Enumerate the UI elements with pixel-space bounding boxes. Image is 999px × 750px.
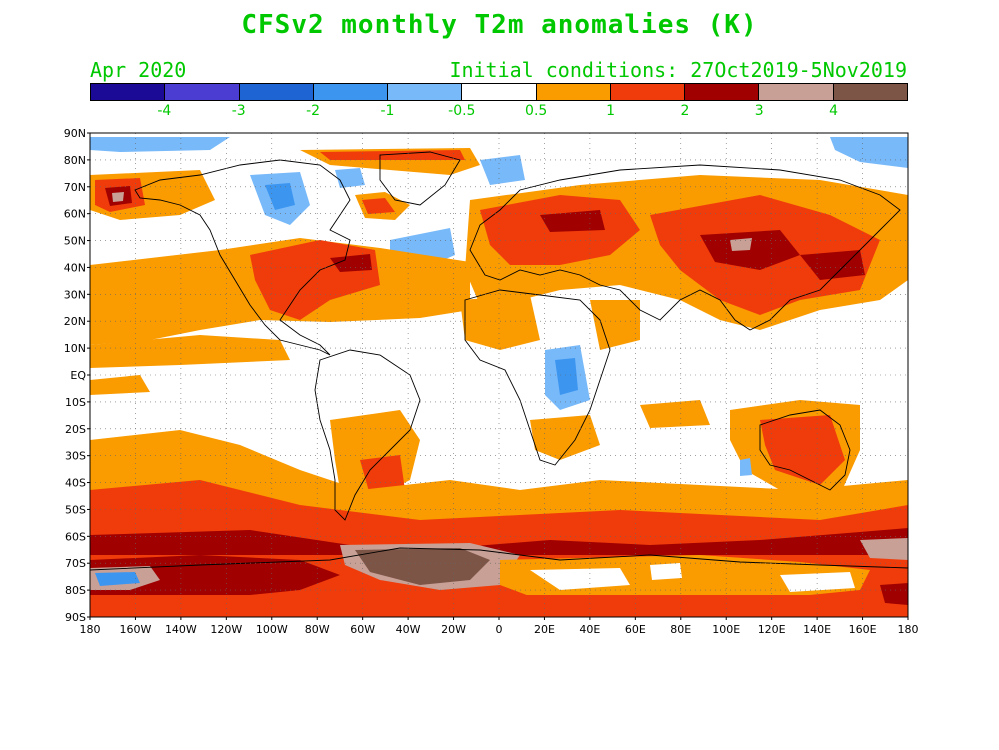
latitude-label: 40S: [65, 477, 86, 490]
colorbar-label: -0.5: [448, 103, 476, 119]
colorbar-label: 3: [754, 103, 764, 119]
coastlines: [90, 151, 908, 571]
colorbar-label: 0.5: [525, 103, 548, 119]
latitude-label: 90S: [65, 611, 86, 624]
colorbar-labels: -4 -3 -2 -1 -0.5 0.5 1 2 3 4: [0, 103, 999, 123]
chart-title: CFSv2 monthly T2m anomalies (K): [241, 10, 758, 40]
colorbar-swatch: [388, 84, 463, 100]
colorbar-label: 4: [829, 103, 839, 119]
longitude-label: 140W: [165, 623, 197, 636]
colorbar-label: -4: [157, 103, 172, 119]
longitude-label: 20W: [441, 623, 466, 636]
anomaly-map: 90N 80N 70N 60N 50N 40N 30N 20N 10N EQ 10S 20S 30S 40…: [64, 127, 919, 636]
colorbar-label: 1: [606, 103, 615, 119]
forecast-period: Apr 2020: [90, 58, 187, 82]
colorbar-swatch: [685, 84, 760, 100]
latitude-label: 50S: [65, 503, 86, 516]
latitude-label: 40N: [64, 261, 86, 274]
longitude-label: 80W: [305, 623, 330, 636]
latitude-label: 30S: [65, 450, 86, 463]
colorbar-label: 2: [680, 103, 690, 119]
longitude-label: 0: [496, 623, 503, 636]
latitude-label: 60S: [65, 530, 86, 543]
colorbar-swatch: [833, 84, 907, 100]
latitude-label: 30N: [64, 288, 86, 301]
longitude-label: 80E: [670, 623, 691, 636]
latitude-label: 90N: [64, 127, 86, 140]
longitude-label: 120W: [210, 623, 242, 636]
colorbar-swatch: [239, 84, 314, 100]
colorbar-swatch: [313, 84, 389, 100]
latitude-label: 80N: [64, 154, 86, 167]
latitude-labels: 90N 80N 70N 60N 50N 40N 30N 20N 10N EQ 10S 20S 30S 40…: [64, 127, 87, 624]
colorbar-label: -3: [231, 103, 246, 119]
longitude-label: 160E: [849, 623, 877, 636]
latitude-label: 50N: [64, 235, 86, 248]
longitude-label: 140E: [803, 623, 831, 636]
latitude-label: 20N: [64, 315, 86, 328]
colorbar-label: -1: [380, 103, 395, 119]
longitude-labels: 180 160W 140W 120W 100W 80W 60W 40W 20W 0 20E 40E 60…: [80, 623, 919, 636]
latitude-label: 10N: [64, 342, 86, 355]
longitude-label: 120E: [758, 623, 786, 636]
longitude-label: 40E: [579, 623, 600, 636]
longitude-label: 100W: [256, 623, 288, 636]
latitude-label: EQ: [70, 369, 86, 382]
colorbar: [90, 83, 908, 101]
colorbar-swatch: [165, 84, 240, 100]
latitude-label: 20S: [65, 423, 86, 436]
latitude-label: 80S: [65, 584, 86, 597]
colorbar-swatch: [91, 84, 166, 100]
longitude-label: 180: [80, 623, 101, 636]
colorbar-swatch: [536, 84, 611, 100]
map-panel: 90N 80N 70N 60N 50N 40N 30N 20N 10N EQ 10S 20S 30S 40…: [0, 120, 999, 644]
longitude-label: 160W: [120, 623, 152, 636]
colorbar-swatch: [610, 84, 686, 100]
initial-conditions: Initial conditions: 27Oct2019-5Nov2019: [449, 58, 907, 82]
axis-ticks: [87, 132, 909, 620]
latitude-label: 10S: [65, 396, 86, 409]
colorbar-label: -2: [306, 103, 321, 119]
longitude-label: 20E: [534, 623, 555, 636]
longitude-label: 40W: [396, 623, 421, 636]
colorbar-swatch: [759, 84, 834, 100]
longitude-label: 60W: [350, 623, 375, 636]
latitude-label: 70S: [65, 557, 86, 570]
longitude-label: 100E: [712, 623, 740, 636]
longitude-label: 180: [898, 623, 919, 636]
longitude-label: 60E: [625, 623, 646, 636]
latitude-label: 60N: [64, 208, 86, 221]
latitude-label: 70N: [64, 181, 86, 194]
gridlines: [90, 133, 908, 617]
colorbar-swatch: [462, 84, 537, 100]
